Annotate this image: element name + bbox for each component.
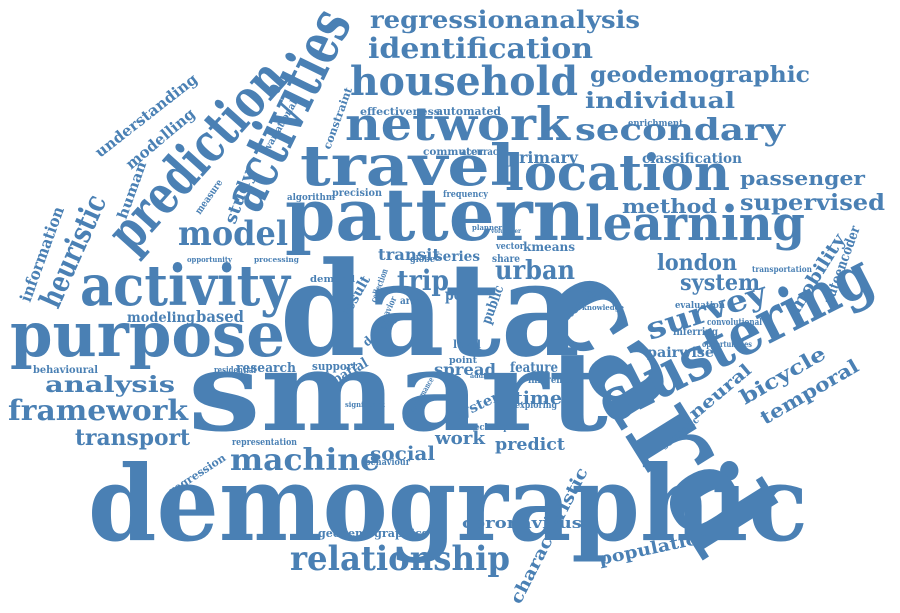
cloud-word-vector: vector (495, 242, 524, 252)
cloud-word-enrichment: enrichment (628, 119, 684, 129)
cloud-word-addition: addition (470, 373, 501, 380)
cloud-word-behaviour: behaviour (365, 458, 410, 468)
cloud-word-processing: processing (254, 255, 299, 264)
cloud-word-residential: residential (214, 366, 256, 376)
cloud-word-trip: trip (397, 264, 449, 297)
cloud-word-effective: effective (568, 284, 608, 294)
cloud-word-kmeans: kmeans (523, 240, 575, 254)
cloud-word-significant: significant (345, 400, 386, 409)
cloud-word-classification: classification (642, 151, 742, 167)
cloud-word-evaluation: evaluation (675, 301, 725, 311)
cloud-word-support: support (312, 360, 358, 373)
cloud-word-individual: individual (585, 88, 735, 114)
cloud-word-point: point (449, 356, 478, 366)
cloud-word-machine: machine (230, 443, 380, 478)
cloud-word-algorithm: algorithm (287, 193, 335, 203)
cloud-word-effectiveness: effectiveness (360, 107, 440, 118)
cloud-word-knowledge: knowledge (582, 303, 625, 312)
cloud-word-method: method (622, 194, 717, 218)
cloud-word-opportunity: opportunity (187, 255, 233, 264)
cloud-word-system: system (680, 270, 760, 296)
cloud-word-coronavirus: coronavirus (462, 514, 582, 532)
cloud-word-exploring: exploring (515, 401, 558, 411)
cloud-word-relationship: relationship (290, 539, 510, 579)
cloud-word-accuracy: accuracy (461, 147, 504, 158)
cloud-word-based: based (196, 307, 244, 326)
cloud-word-volunteer: volunteer (490, 228, 522, 235)
cloud-word-geodemographics: geodemographics (318, 527, 428, 540)
cloud-word-opportunities: opportunities (702, 339, 752, 349)
cloud-word-frequency: frequency (443, 190, 489, 200)
cloud-word-framework: framework (8, 394, 189, 427)
cloud-word-household: household (350, 58, 578, 105)
cloud-word-globe: globe (410, 255, 435, 265)
cloud-word-technique: technique (470, 423, 518, 433)
cloud-word-primary: primary (508, 148, 579, 167)
cloud-word-behavioural: behavioural (33, 365, 98, 376)
cloud-word-transport: transport (75, 425, 191, 451)
cloud-word-demand: demand (310, 275, 356, 285)
cloud-word-area: area (400, 296, 422, 307)
cloud-word-convolutional: convolutional (707, 318, 762, 328)
cloud-word-supervised: supervised (740, 190, 885, 216)
cloud-word-passenger: passenger (740, 166, 865, 190)
cloud-word-geodemographic: geodemographic (590, 62, 810, 88)
cloud-word-regressionanalysis: regressionanalysis (370, 5, 640, 34)
cloud-word-predict: predict (495, 435, 565, 455)
cloud-word-poi: poi (445, 285, 467, 304)
cloud-word-modeling: modeling (127, 310, 195, 326)
cloud-word-inferring: inferring (673, 327, 718, 338)
cloud-word-series: series (435, 249, 480, 265)
cloud-word-inference: inference (528, 375, 573, 386)
cloud-word-precision: precision (332, 188, 383, 199)
cloud-word-share: share (492, 254, 520, 265)
cloud-word-representation: representation (232, 438, 297, 448)
cloud-word-feature: feature (510, 360, 558, 376)
cloud-word-level: level (453, 338, 481, 351)
cloud-word-transportation: transportation (752, 264, 812, 274)
cloud-word-identification: identification (368, 32, 593, 65)
cloud-word-automated: automated (436, 105, 501, 118)
